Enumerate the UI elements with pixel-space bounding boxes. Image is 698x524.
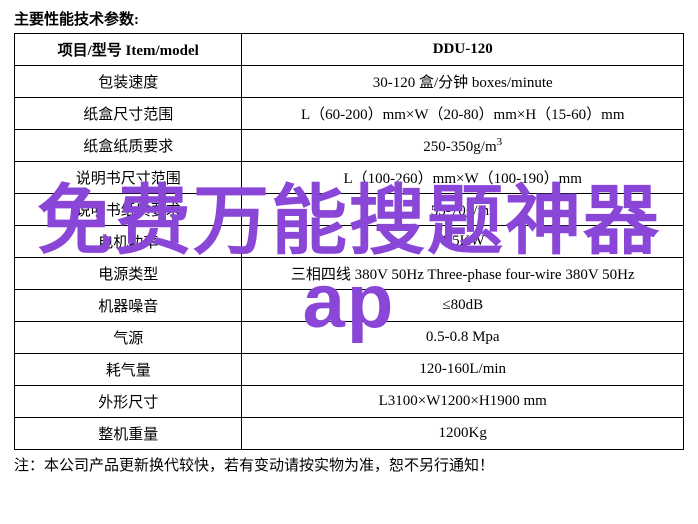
table-row: 耗气量120-160L/min xyxy=(15,354,684,386)
row-value: 1200Kg xyxy=(242,418,684,450)
row-value: 120-160L/min xyxy=(242,354,684,386)
row-label: 纸盒纸质要求 xyxy=(15,130,242,162)
footnote: 注：本公司产品更新换代较快，若有变动请按实物为准，恕不另行通知！ xyxy=(14,454,684,475)
row-label: 说明书尺寸范围 xyxy=(15,162,242,194)
table-row: 机器噪音≤80dB xyxy=(15,290,684,322)
table-row: 包装速度30-120 盒/分钟 boxes/minute xyxy=(15,66,684,98)
row-label: 气源 xyxy=(15,322,242,354)
row-value: L（100-260）mm×W（100-190）mm xyxy=(242,162,684,194)
table-row: 纸盒尺寸范围L（60-200）mm×W（20-80）mm×H（15-60）mm xyxy=(15,98,684,130)
row-label: 机器噪音 xyxy=(15,290,242,322)
row-value: 1.5KW xyxy=(242,226,684,258)
table-row: 电机功率1.5KW xyxy=(15,226,684,258)
table-row: 气源0.5-0.8 Mpa xyxy=(15,322,684,354)
row-label: 纸盒尺寸范围 xyxy=(15,98,242,130)
row-label: 外形尺寸 xyxy=(15,386,242,418)
superscript: 3 xyxy=(497,136,503,148)
row-value: L3100×W1200×H1900 mm xyxy=(242,386,684,418)
section-heading: 主要性能技术参数: xyxy=(14,8,684,29)
row-label: 说明书纸质要求 xyxy=(15,194,242,226)
superscript: 2 xyxy=(489,200,495,212)
spec-table: 项目/型号 Item/model DDU-120 包装速度30-120 盒/分钟… xyxy=(14,33,684,450)
table-row: 整机重量1200Kg xyxy=(15,418,684,450)
table-row: 外形尺寸L3100×W1200×H1900 mm xyxy=(15,386,684,418)
header-item-model: 项目/型号 Item/model xyxy=(15,34,242,66)
table-row: 说明书尺寸范围L（100-260）mm×W（100-190）mm xyxy=(15,162,684,194)
row-value: 250-350g/m3 xyxy=(242,130,684,162)
row-value: L（60-200）mm×W（20-80）mm×H（15-60）mm xyxy=(242,98,684,130)
table-row: 说明书纸质要求55-70g/m2 xyxy=(15,194,684,226)
row-label: 整机重量 xyxy=(15,418,242,450)
row-value: 0.5-0.8 Mpa xyxy=(242,322,684,354)
row-value: 55-70g/m2 xyxy=(242,194,684,226)
row-label: 耗气量 xyxy=(15,354,242,386)
row-value: ≤80dB xyxy=(242,290,684,322)
table-row: 纸盒纸质要求250-350g/m3 xyxy=(15,130,684,162)
row-label: 包装速度 xyxy=(15,66,242,98)
table-row: 电源类型三相四线 380V 50Hz Three-phase four-wire… xyxy=(15,258,684,290)
table-header-row: 项目/型号 Item/model DDU-120 xyxy=(15,34,684,66)
row-label: 电源类型 xyxy=(15,258,242,290)
row-value: 三相四线 380V 50Hz Three-phase four-wire 380… xyxy=(242,258,684,290)
row-label: 电机功率 xyxy=(15,226,242,258)
row-value: 30-120 盒/分钟 boxes/minute xyxy=(242,66,684,98)
header-ddu120: DDU-120 xyxy=(242,34,684,66)
